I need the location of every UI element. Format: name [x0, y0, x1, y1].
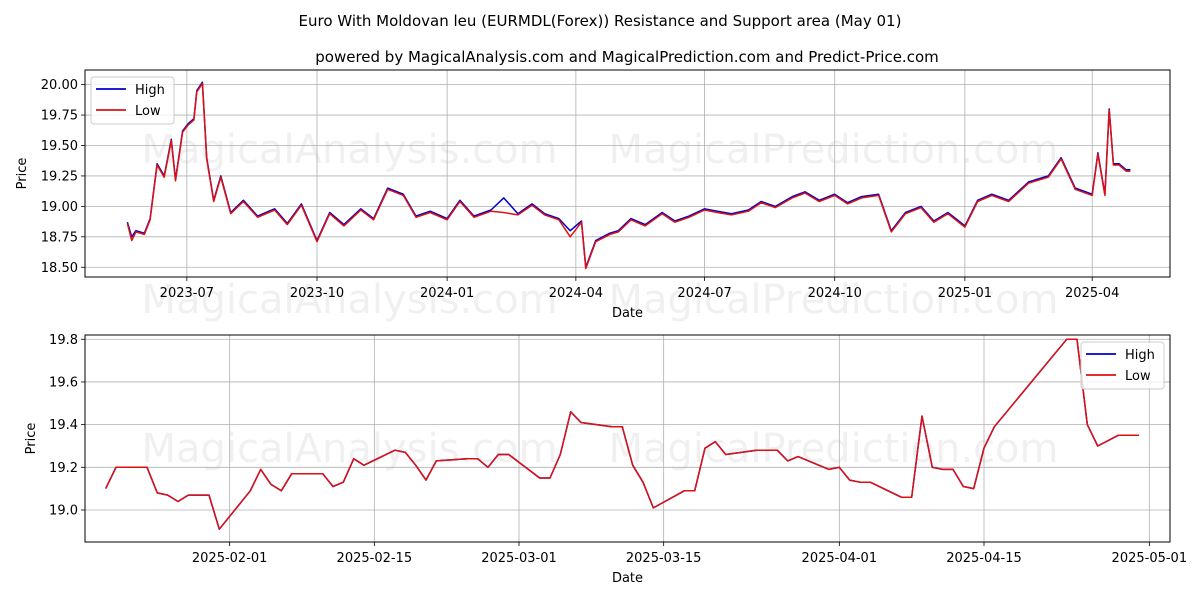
chart-subtitle: powered by MagicalAnalysis.com and Magic…: [315, 48, 939, 66]
top-chart-panel: 2023-07 2023-10 2024-01 2024-04 2024-07 2024-…: [15, 69, 1171, 321]
y-tick-label: 19.2: [49, 461, 78, 476]
legend-label-high: High: [135, 83, 165, 98]
x-tick-label: 2025-02-01: [192, 551, 268, 566]
series-line-high: [126, 81, 1131, 269]
x-tick-label: 2024-07: [677, 286, 731, 301]
x-tick-label: 2024-01: [420, 286, 474, 301]
x-tick-label: 2025-04-15: [946, 551, 1022, 566]
chart-title: Euro With Moldovan leu (EURMDL(Forex)) R…: [299, 12, 902, 30]
series-line-low: [105, 338, 1139, 530]
axes-frame: [84, 69, 1171, 278]
legend-label-high: High: [1125, 348, 1155, 363]
x-tick-label: 2025-01: [938, 286, 992, 301]
legend-label-low: Low: [1125, 369, 1151, 384]
x-tick-label: 2024-10: [808, 286, 862, 301]
watermark-text-1: MagicalAnalysis.com MagicalPrediction.co…: [142, 127, 1059, 173]
y-tick-label: 19.0: [49, 503, 78, 518]
watermark-text-3: MagicalAnalysis.com MagicalPrediction.co…: [142, 426, 1059, 472]
x-axis-label: Date: [612, 571, 643, 586]
x-tick-label: 2025-04-01: [802, 551, 878, 566]
x-axis-label: Date: [612, 306, 643, 321]
x-tick-label: 2025-03-01: [481, 551, 557, 566]
y-tick-label: 18.75: [41, 230, 78, 245]
legend: High Low: [1080, 341, 1165, 390]
y-tick-label: 19.6: [49, 375, 78, 390]
y-axis-label: Price: [15, 158, 30, 190]
y-tick-label: 19.8: [49, 333, 78, 348]
y-tick-label: 19.75: [41, 109, 78, 124]
y-tick-label: 18.50: [41, 261, 78, 276]
y-tick-label: 20.00: [41, 78, 78, 93]
x-tick-label: 2025-05-01: [1112, 551, 1188, 566]
y-tick-label: 19.4: [49, 418, 78, 433]
x-tick-label: 2024-04: [549, 286, 603, 301]
x-tick-label: 2023-07: [160, 286, 214, 301]
x-tick-label: 2025-02-15: [337, 551, 413, 566]
y-tick-label: 19.00: [41, 200, 78, 215]
y-tick-label: 19.25: [41, 169, 78, 184]
x-tick-label: 2025-03-15: [626, 551, 702, 566]
legend: High Low: [90, 76, 175, 125]
series-line-low: [126, 82, 1131, 270]
bottom-chart-panel: 2025-02-01 2025-02-15 2025-03-01 2025-03-15…: [24, 333, 1187, 586]
legend-label-low: Low: [135, 104, 161, 119]
y-axis-label: Price: [24, 423, 39, 455]
x-tick-label: 2025-04: [1065, 286, 1119, 301]
watermark-text-2: MagicalAnalysis.com MagicalPrediction.co…: [142, 277, 1059, 323]
y-tick-label: 19.50: [41, 139, 78, 154]
axes-frame: [84, 334, 1171, 543]
x-tick-label: 2023-10: [290, 286, 344, 301]
